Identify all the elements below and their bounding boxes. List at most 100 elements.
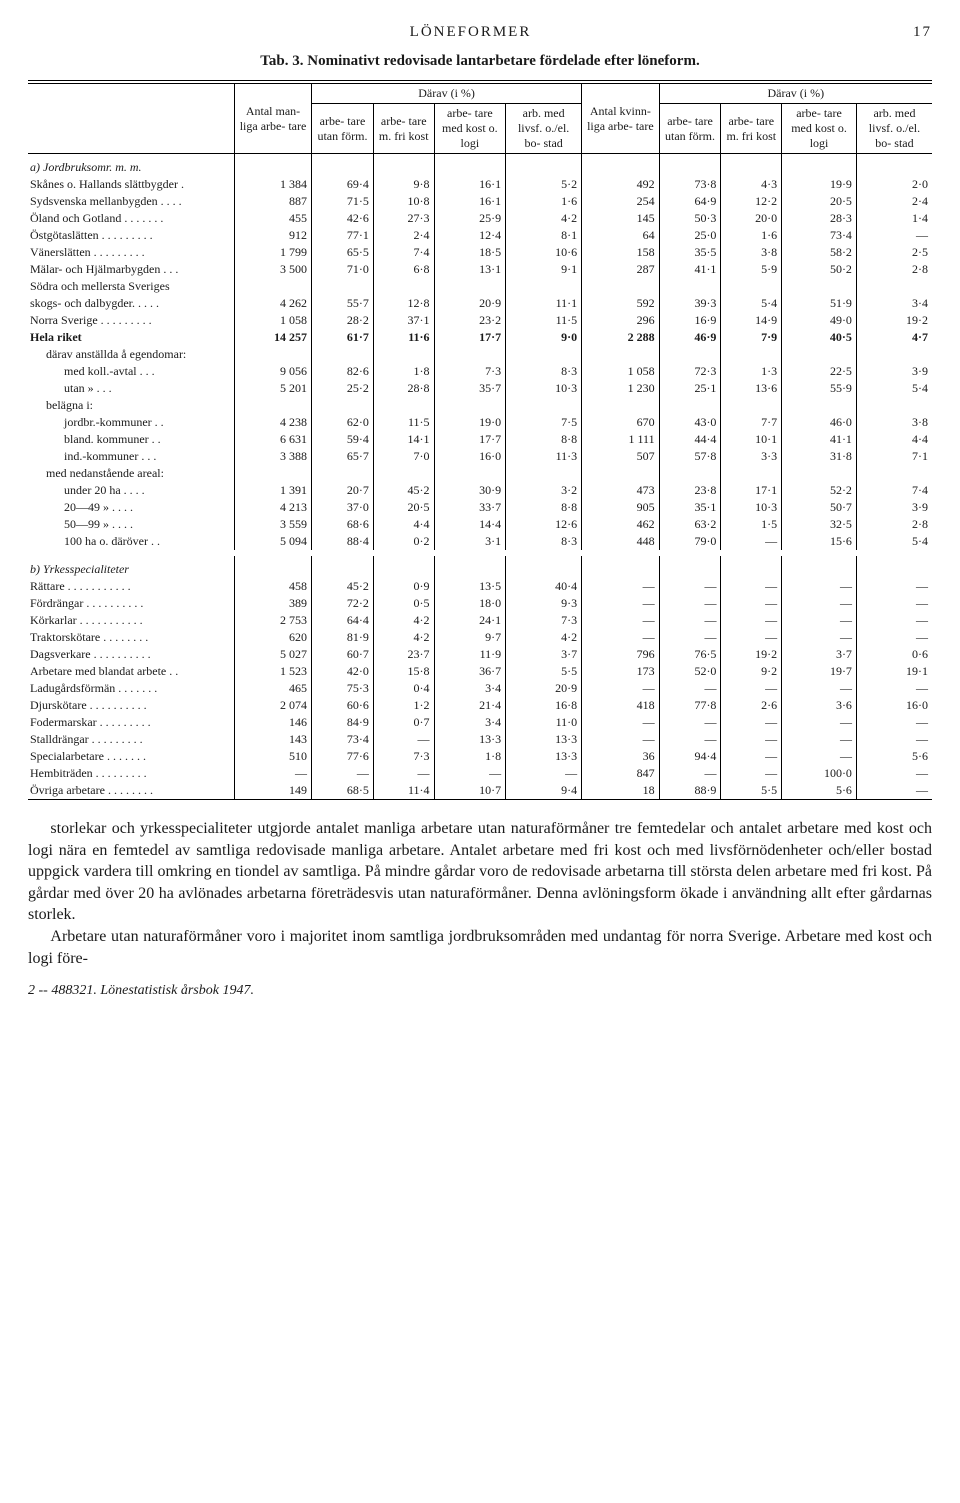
col-male-count: Antal man- liga arbe- tare xyxy=(235,82,312,154)
cell: 9·4 xyxy=(506,782,582,800)
cell xyxy=(434,278,506,295)
cell: 41·1 xyxy=(659,261,721,278)
table-row: Norra Sverige . . . . . . . . .1 05828·2… xyxy=(28,312,932,329)
cell: 173 xyxy=(582,663,659,680)
cell: 1 384 xyxy=(235,176,312,193)
cell: 100·0 xyxy=(782,765,857,782)
cell: 3·3 xyxy=(721,448,782,465)
section-heading: a) Jordbruksomr. m. m. xyxy=(28,154,932,177)
cell: 77·6 xyxy=(312,748,374,765)
cell: 25·1 xyxy=(659,380,721,397)
cell: — xyxy=(312,765,374,782)
cell: 143 xyxy=(235,731,312,748)
cell: 14·9 xyxy=(721,312,782,329)
cell: 20·0 xyxy=(721,210,782,227)
cell: 11·6 xyxy=(373,329,434,346)
cell: 473 xyxy=(582,482,659,499)
cell xyxy=(373,556,434,578)
cell: 3·4 xyxy=(434,714,506,731)
row-label: jordbr.-kommuner . . xyxy=(28,414,235,431)
cell: 912 xyxy=(235,227,312,244)
table-row: Dagsverkare . . . . . . . . . .5 02760·7… xyxy=(28,646,932,663)
cell: 35·1 xyxy=(659,499,721,516)
cell xyxy=(721,278,782,295)
cell: — xyxy=(582,731,659,748)
cell: 45·2 xyxy=(373,482,434,499)
cell: 4·2 xyxy=(506,210,582,227)
cell: 28·3 xyxy=(782,210,857,227)
cell: — xyxy=(721,578,782,595)
cell: 3·9 xyxy=(856,363,932,380)
cell xyxy=(856,397,932,414)
row-label: Östgötaslätten . . . . . . . . . xyxy=(28,227,235,244)
cell xyxy=(434,465,506,482)
cell: 3·4 xyxy=(856,295,932,312)
cell: 18 xyxy=(582,782,659,800)
cell xyxy=(721,465,782,482)
cell: 9·1 xyxy=(506,261,582,278)
cell: 19·9 xyxy=(782,176,857,193)
table-row: jordbr.-kommuner . .4 23862·011·519·07·5… xyxy=(28,414,932,431)
cell: 49·0 xyxy=(782,312,857,329)
cell: — xyxy=(659,612,721,629)
table-row: Mälar- och Hjälmarbygden . . .3 50071·06… xyxy=(28,261,932,278)
cell xyxy=(582,154,659,177)
table-title: Nominativt redovisade lantarbetare förde… xyxy=(307,53,699,69)
cell: — xyxy=(434,765,506,782)
cell: — xyxy=(659,680,721,697)
cell: 9·7 xyxy=(434,629,506,646)
cell xyxy=(721,397,782,414)
cell: 887 xyxy=(235,193,312,210)
cell: 11·0 xyxy=(506,714,582,731)
cell xyxy=(782,154,857,177)
cell: 13·3 xyxy=(506,731,582,748)
cell: 68·5 xyxy=(312,782,374,800)
cell: 1 230 xyxy=(582,380,659,397)
section-heading: b) Yrkesspecialiteter xyxy=(28,556,932,578)
cell: 1 523 xyxy=(235,663,312,680)
cell: 4 213 xyxy=(235,499,312,516)
cell: — xyxy=(582,714,659,731)
row-label: Södra och mellersta Sveriges xyxy=(28,278,235,295)
cell: 88·9 xyxy=(659,782,721,800)
cell: 21·4 xyxy=(434,697,506,714)
cell: 13·3 xyxy=(506,748,582,765)
cell xyxy=(582,556,659,578)
cell xyxy=(506,154,582,177)
page-number: 17 xyxy=(913,24,932,41)
cell: 9·8 xyxy=(373,176,434,193)
row-label: Ladugårdsförmän . . . . . . . xyxy=(28,680,235,697)
cell xyxy=(659,278,721,295)
cell: 1·3 xyxy=(721,363,782,380)
cell: 3 500 xyxy=(235,261,312,278)
cell: — xyxy=(373,765,434,782)
cell: 5·5 xyxy=(721,782,782,800)
cell: 8·8 xyxy=(506,431,582,448)
cell xyxy=(373,278,434,295)
cell: 4 262 xyxy=(235,295,312,312)
cell: — xyxy=(721,748,782,765)
cell: 670 xyxy=(582,414,659,431)
row-label: Hembiträden . . . . . . . . . xyxy=(28,765,235,782)
col-m2: arbe- tare m. fri kost xyxy=(373,104,434,154)
table-row: Stalldrängar . . . . . . . . .14373·4—13… xyxy=(28,731,932,748)
row-label: under 20 ha . . . . xyxy=(28,482,235,499)
cell: 43·0 xyxy=(659,414,721,431)
cell: 507 xyxy=(582,448,659,465)
col-f3: arbe- tare med kost o. logi xyxy=(782,104,857,154)
cell: 50·3 xyxy=(659,210,721,227)
cell: — xyxy=(721,731,782,748)
cell: 2·4 xyxy=(373,227,434,244)
cell: — xyxy=(506,765,582,782)
cell: 796 xyxy=(582,646,659,663)
row-label: Rättare . . . . . . . . . . . xyxy=(28,578,235,595)
paragraph-2: Arbetare utan naturaförmåner voro i majo… xyxy=(28,926,932,969)
cell: 7·1 xyxy=(856,448,932,465)
cell: 42·0 xyxy=(312,663,374,680)
cell: 7·3 xyxy=(506,612,582,629)
cell: 20·9 xyxy=(434,295,506,312)
cell: 77·1 xyxy=(312,227,374,244)
cell: 20·7 xyxy=(312,482,374,499)
table-row: Vänerslätten . . . . . . . . .1 79965·57… xyxy=(28,244,932,261)
cell xyxy=(235,154,312,177)
